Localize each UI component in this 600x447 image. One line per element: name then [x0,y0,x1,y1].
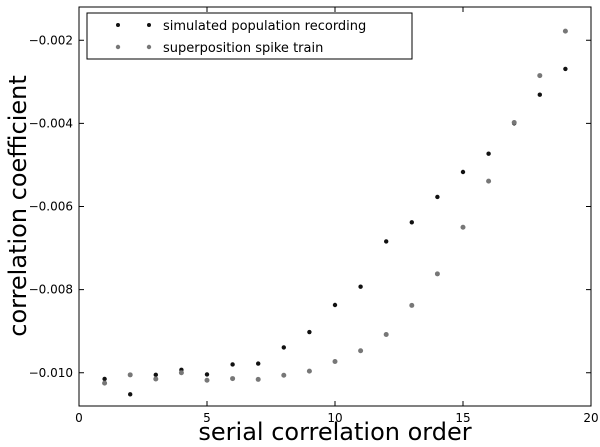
x-tick-label: 15 [455,411,470,425]
simulated-population-point [102,376,107,382]
legend-marker-superposition [115,44,121,50]
y-tick-label: −0.008 [29,283,73,297]
x-axis-title: serial correlation order [198,418,471,446]
simulated-population-point [460,169,466,175]
superposition-point [511,120,517,126]
superposition-point [102,380,108,386]
x-tick-label: 0 [75,411,83,425]
superposition-point [486,178,492,184]
superposition-point [358,348,364,354]
superposition-point [306,368,312,374]
legend-box [86,12,413,60]
y-tick-label: −0.002 [29,33,73,47]
superposition-point [230,376,236,382]
superposition-point [460,224,466,230]
simulated-population-point [486,151,491,156]
superposition-point [204,377,210,383]
x-tick-label: 20 [583,411,598,425]
x-tick-label: 5 [203,411,211,425]
simulated-population-point [256,361,261,366]
simulated-population-point [537,92,542,97]
x-tick-label: 10 [327,411,342,425]
simulated-population-point [153,372,158,378]
superposition-point [178,370,184,376]
simulated-population-point [435,194,440,200]
simulated-population-point [128,392,133,397]
simulated-population-point [358,284,363,289]
data-points [102,28,568,397]
y-tick-label: −0.004 [29,116,73,130]
simulated-population-point [563,66,568,72]
superposition-point [255,376,261,382]
simulated-population-point [409,220,414,225]
y-axis-title: correlation coefficient [4,75,32,337]
superposition-point [383,332,389,338]
legend-marker-superposition [146,44,152,50]
simulated-population-point [332,302,338,308]
superposition-point [153,376,159,382]
y-tick-label: −0.006 [29,200,73,214]
simulated-population-point [204,372,210,377]
superposition-point [562,28,568,34]
superposition-point [409,302,415,308]
legend: simulated population recording superposi… [86,12,413,60]
superposition-point [127,372,133,378]
simulated-population-point [230,362,235,367]
legend-label-superposition: superposition spike train [163,41,323,56]
y-tick-label: −0.010 [29,366,73,380]
simulated-population-point [281,345,286,350]
legend-marker-simulated [116,23,120,27]
legend-label-simulated: simulated population recording [163,19,366,34]
simulated-population-point [384,239,389,244]
legend-marker-simulated [147,23,151,27]
axis-ticks: 0 5 10 15 20 −0.010 −0.008 −0.006 −0.004 −0.002 [29,7,599,425]
superposition-point [537,73,543,79]
superposition-point [434,271,440,277]
plot-frame [78,6,592,407]
superposition-point [332,359,338,365]
superposition-point [281,372,287,378]
simulated-population-point [307,329,312,335]
